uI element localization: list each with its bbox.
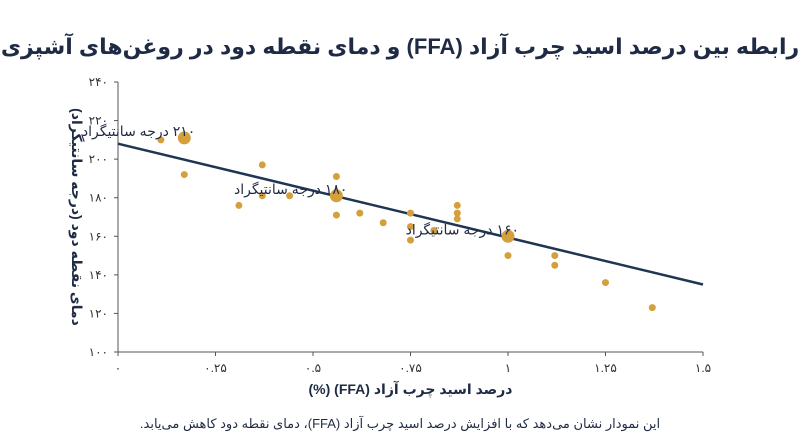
x-tick-label: ۰ — [115, 361, 121, 375]
data-point — [504, 252, 512, 260]
data-point — [407, 236, 414, 244]
data-point — [407, 209, 414, 217]
data-point — [332, 211, 340, 219]
axes — [114, 81, 704, 356]
data-point — [157, 136, 165, 144]
x-tick-label: ۱ — [505, 361, 511, 375]
data-point — [453, 209, 461, 217]
x-tick-label: ۰.۷۵ — [399, 361, 422, 375]
data-point — [356, 209, 364, 217]
x-axis-label: درصد اسید چرب آزاد (FFA) (%) — [309, 380, 513, 398]
highlighted-point-label: ۱۸۰ درجه سانتیگراد — [234, 181, 347, 198]
data-point — [258, 192, 266, 200]
data-point — [551, 261, 559, 269]
chart-caption: این نمودار نشان می‌دهد که با افزایش درصد… — [139, 416, 661, 431]
data-point — [551, 252, 559, 260]
data-point — [407, 223, 414, 231]
data-points — [157, 136, 656, 312]
y-axis-label: دمای نقطه دود (درجه سانتیگراد) — [68, 108, 85, 326]
highlighted-point-label: ۱۶۰ درجه سانتیگراد — [406, 221, 519, 238]
data-point — [602, 279, 609, 287]
data-point — [235, 201, 243, 209]
x-tick-label: ۰.۵ — [305, 361, 321, 375]
chart-title: رابطه بین درصد اسید چرب آزاد (FFA) و دما… — [0, 34, 800, 59]
y-tick-label: ۱۴۰ — [89, 268, 108, 282]
highlighted-point — [177, 131, 191, 145]
y-tick-label: ۲۴۰ — [89, 75, 108, 89]
data-point — [286, 192, 294, 200]
tick-labels: ۱۰۰ ۱۲۰ ۱۴۰ ۱۶۰ ۱۸۰ ۲۰۰ ۲۲۰ ۲۴۰ ۰ ۰.۲۵ ۰.۵ ۰.۷۵ ۱ ۱.۲… — [89, 75, 711, 375]
data-point — [332, 173, 340, 180]
y-tick-label: ۱۶۰ — [89, 229, 108, 243]
data-point — [180, 171, 188, 179]
data-point — [379, 219, 387, 227]
y-tick-label: ۱۰۰ — [89, 345, 108, 359]
y-tick-label: ۱۲۰ — [89, 306, 108, 320]
y-tick-label: ۲۲۰ — [89, 114, 108, 128]
data-point — [430, 227, 438, 234]
x-tick-label: ۱.۵ — [695, 361, 711, 375]
x-tick-label: ۰.۲۵ — [204, 361, 227, 375]
highlighted-point-label: ۲۱۰ درجه سانتیگراد — [82, 123, 195, 140]
highlighted-point — [329, 189, 343, 203]
data-point — [258, 161, 266, 169]
data-point — [648, 304, 656, 312]
highlighted-point — [501, 229, 515, 243]
data-point — [453, 201, 461, 209]
y-tick-label: ۲۰۰ — [89, 152, 108, 166]
y-tick-label: ۱۸۰ — [89, 191, 108, 205]
highlighted-points: ۲۱۰ درجه سانتیگراد ۱۸۰ درجه سانتیگراد ۱۶۰ … — [82, 123, 519, 243]
x-tick-label: ۱.۲۵ — [594, 361, 617, 375]
data-point — [453, 215, 461, 223]
